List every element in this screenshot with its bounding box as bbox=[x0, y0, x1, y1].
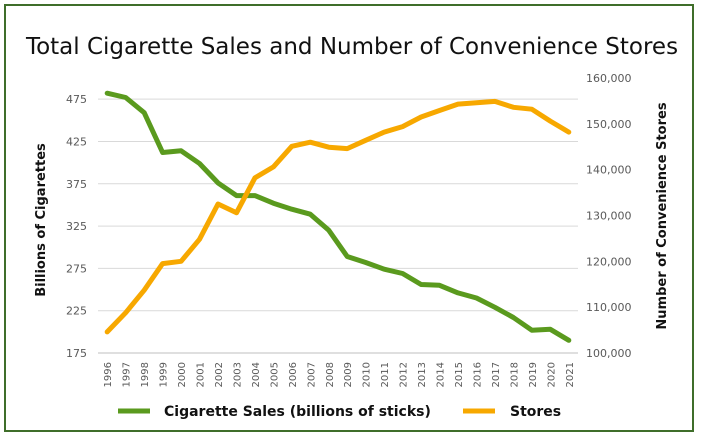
x-tick-label: 2018 bbox=[509, 362, 520, 387]
x-tick-label: 2017 bbox=[491, 362, 502, 387]
right-tick-label: 160,000 bbox=[586, 72, 632, 85]
x-tick-label: 2021 bbox=[565, 362, 576, 387]
x-tick-label: 2011 bbox=[380, 362, 391, 387]
x-tick-label: 2005 bbox=[269, 362, 280, 387]
x-tick-label: 2014 bbox=[436, 362, 447, 387]
x-tick-label: 1999 bbox=[159, 362, 170, 387]
x-tick-label: 2012 bbox=[399, 362, 410, 387]
right-tick-label: 150,000 bbox=[586, 118, 632, 131]
x-tick-label: 2000 bbox=[177, 362, 188, 387]
left-tick-label: 325 bbox=[66, 220, 87, 233]
x-tick-label: 2019 bbox=[528, 362, 539, 387]
stores-line bbox=[104, 98, 572, 335]
x-tick-label: 2020 bbox=[546, 362, 557, 387]
left-tick-label: 275 bbox=[66, 262, 87, 275]
left-tick-label: 425 bbox=[66, 135, 87, 148]
x-tick-label: 1997 bbox=[122, 362, 133, 387]
chart-title: Total Cigarette Sales and Number of Conv… bbox=[25, 34, 678, 60]
x-tick-label: 2002 bbox=[214, 362, 225, 387]
x-axis-ticks: 1996 1997 1998 1999 2000 2001 2002 2003 2004 2005… bbox=[103, 362, 576, 387]
x-tick-label: 2009 bbox=[343, 362, 354, 387]
legend-label: Stores bbox=[510, 404, 561, 420]
x-tick-label: 2007 bbox=[306, 362, 317, 387]
right-tick-label: 100,000 bbox=[586, 347, 632, 360]
x-tick-label: 2008 bbox=[325, 362, 336, 387]
left-tick-label: 475 bbox=[66, 93, 87, 106]
x-tick-label: 2006 bbox=[288, 362, 299, 387]
left-tick-label: 375 bbox=[66, 178, 87, 191]
y2-axis-title: Number of Convenience Stores bbox=[655, 102, 670, 329]
chart-frame bbox=[4, 4, 694, 432]
x-tick-label: 2003 bbox=[232, 362, 243, 387]
x-tick-label: 2015 bbox=[454, 362, 465, 387]
x-tick-label: 2013 bbox=[417, 362, 428, 387]
x-tick-label: 2001 bbox=[196, 362, 207, 387]
y-axis-title: Billions of Cigarettes bbox=[34, 143, 49, 297]
x-tick-label: 1996 bbox=[103, 362, 114, 387]
cigarette-sales-line bbox=[104, 90, 572, 343]
x-tick-label: 2016 bbox=[472, 362, 483, 387]
legend-label: Cigarette Sales (billions of sticks) bbox=[164, 404, 431, 420]
right-tick-label: 120,000 bbox=[586, 255, 632, 268]
left-tick-label: 175 bbox=[66, 347, 87, 360]
right-axis-ticks: 100,000 110,000 120,000 130,000 140,000 150,0… bbox=[586, 72, 632, 360]
x-tick-label: 2010 bbox=[362, 362, 373, 387]
legend: Cigarette Sales (billions of sticks) Stor… bbox=[118, 404, 561, 420]
right-tick-label: 110,000 bbox=[586, 301, 632, 314]
right-tick-label: 140,000 bbox=[586, 164, 632, 177]
right-tick-label: 130,000 bbox=[586, 210, 632, 223]
x-tick-label: 1998 bbox=[140, 362, 151, 387]
series-group bbox=[104, 90, 572, 343]
left-axis-ticks: 175 225 275 325 375 425 475 bbox=[66, 93, 87, 360]
left-tick-label: 225 bbox=[66, 305, 87, 318]
x-tick-label: 2004 bbox=[251, 362, 262, 387]
